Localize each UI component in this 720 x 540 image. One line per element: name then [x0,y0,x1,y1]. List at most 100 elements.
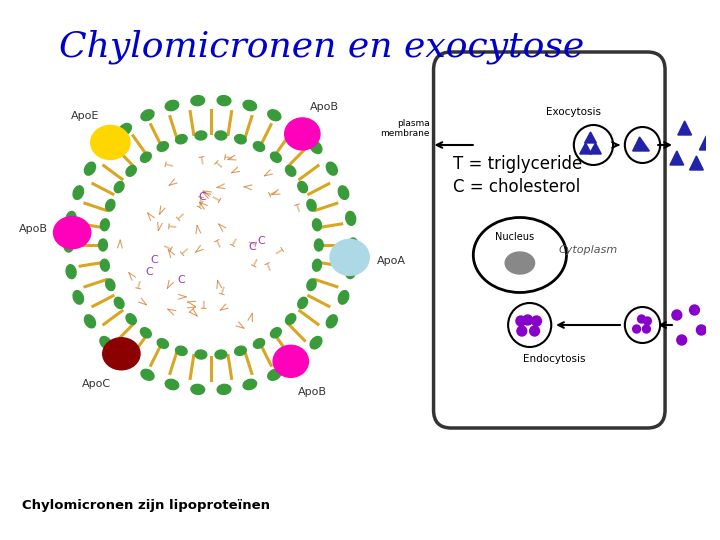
Text: Exocytosis: Exocytosis [546,107,601,117]
Ellipse shape [66,265,76,279]
Ellipse shape [157,339,168,348]
Ellipse shape [165,379,179,390]
Polygon shape [580,143,592,154]
Text: ApoB: ApoB [297,387,327,397]
Text: T: T [165,161,176,170]
Circle shape [574,125,613,165]
Ellipse shape [165,100,179,111]
Ellipse shape [290,124,303,135]
Ellipse shape [315,239,323,251]
Ellipse shape [271,328,282,338]
Ellipse shape [53,217,91,248]
Ellipse shape [286,166,296,176]
Ellipse shape [505,252,534,274]
Ellipse shape [64,238,73,252]
Circle shape [642,325,650,333]
Ellipse shape [73,291,84,304]
Text: T: T [215,160,226,171]
Ellipse shape [99,239,107,251]
Ellipse shape [235,134,246,144]
Ellipse shape [141,110,154,120]
Ellipse shape [114,298,124,308]
Text: Chylomicronen zijn lipoproteïnen: Chylomicronen zijn lipoproteïnen [22,499,269,512]
Ellipse shape [176,346,187,355]
Ellipse shape [215,350,227,359]
Text: Endocytosis: Endocytosis [523,354,585,364]
Ellipse shape [73,186,84,199]
Ellipse shape [235,346,246,355]
Ellipse shape [195,131,207,140]
Ellipse shape [191,96,204,106]
Circle shape [91,123,330,367]
Ellipse shape [100,141,112,153]
Text: T: T [181,244,192,255]
Text: ApoC: ApoC [81,380,111,389]
Ellipse shape [310,336,322,349]
Ellipse shape [326,162,338,175]
Text: T: T [196,197,203,207]
Text: ApoB: ApoB [310,102,339,112]
Circle shape [690,305,699,315]
Text: C: C [258,236,266,246]
Ellipse shape [119,124,132,135]
Text: T: T [225,154,235,161]
Text: T: T [161,240,173,250]
Text: T = triglyceride: T = triglyceride [453,155,582,173]
Text: T: T [169,224,180,231]
Circle shape [677,335,687,345]
Ellipse shape [268,110,281,120]
Text: T: T [213,239,223,251]
Circle shape [672,310,682,320]
Ellipse shape [243,379,256,390]
Text: T: T [177,209,189,220]
Circle shape [508,303,552,347]
Text: C: C [145,267,153,277]
Text: Cytoplasm: Cytoplasm [559,245,618,255]
Circle shape [523,315,533,325]
Polygon shape [678,121,691,135]
Ellipse shape [195,350,207,359]
Ellipse shape [268,369,281,380]
FancyBboxPatch shape [433,52,665,428]
Ellipse shape [271,152,282,163]
Circle shape [625,307,660,343]
Ellipse shape [217,384,231,394]
Polygon shape [633,137,649,151]
Polygon shape [585,132,596,143]
Circle shape [696,325,706,335]
Ellipse shape [191,384,204,394]
Ellipse shape [157,141,168,151]
Circle shape [638,315,645,323]
Text: T: T [220,283,229,294]
Ellipse shape [312,219,321,231]
Ellipse shape [473,218,567,293]
Polygon shape [690,156,703,170]
Text: Chylomicronen en exocytose: Chylomicronen en exocytose [59,30,584,64]
Ellipse shape [140,152,151,163]
Ellipse shape [84,162,96,175]
Ellipse shape [91,125,130,159]
Ellipse shape [114,181,124,193]
Text: plasma
membrane: plasma membrane [380,119,430,138]
Ellipse shape [119,355,132,367]
Ellipse shape [330,239,369,275]
Text: Nucleus: Nucleus [495,232,534,242]
Ellipse shape [217,96,231,106]
Text: C: C [198,192,206,202]
Ellipse shape [290,355,303,367]
Ellipse shape [326,315,338,328]
Ellipse shape [310,141,322,153]
Ellipse shape [253,339,265,348]
Text: T: T [198,197,208,208]
Ellipse shape [106,199,115,211]
Ellipse shape [243,100,256,111]
Polygon shape [590,143,601,154]
Text: T: T [293,204,302,215]
Ellipse shape [253,141,265,151]
Ellipse shape [103,338,140,370]
Circle shape [644,317,652,325]
Circle shape [531,316,541,326]
Text: T: T [245,236,256,245]
Ellipse shape [106,279,115,291]
Text: C: C [150,255,158,265]
